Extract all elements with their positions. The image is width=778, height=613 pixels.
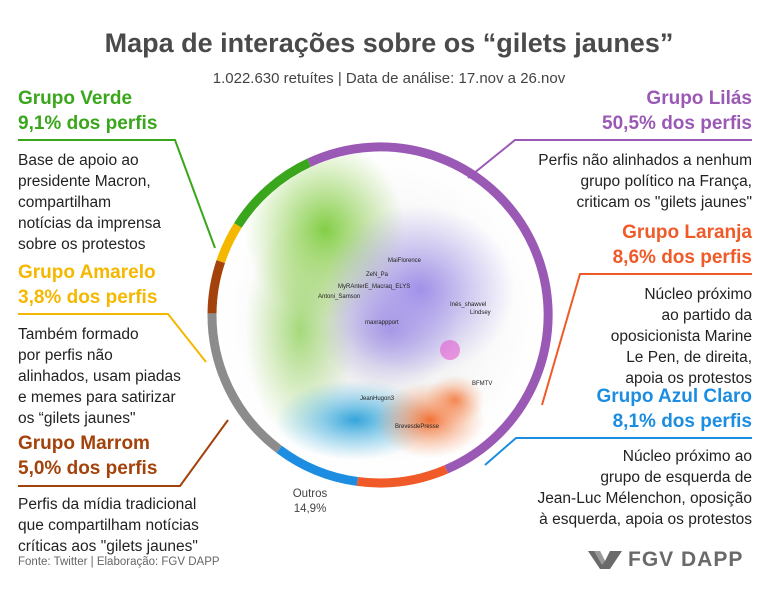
- connector-laranja: [541, 273, 752, 406]
- ring-slice-grupo-amarelo: [216, 222, 242, 264]
- outros-label: Outros: [293, 488, 328, 500]
- network-node-label: Lindsey: [470, 310, 491, 316]
- network-node-label: JeanHugon3: [360, 396, 395, 402]
- group-share-ring: [207, 142, 553, 488]
- network-node-label: maxrappport: [365, 320, 399, 326]
- group-verde-pct: 9,1% dos perfis: [18, 113, 158, 134]
- network-node-label: ZeN_Pa: [366, 272, 389, 278]
- page-title: Mapa de interações sobre os “gilets jaun…: [104, 28, 674, 58]
- network-node-label: MaiFlorence: [388, 258, 422, 264]
- outros-value: 14,9%: [294, 503, 327, 515]
- ring-slice-grupo-laranja: [356, 465, 448, 488]
- network-node-label: BFMTV: [472, 381, 492, 387]
- group-marrom-name: Grupo Marrom: [18, 433, 150, 454]
- group-verde-desc: Base de apoio ao presidente Macron, comp…: [18, 152, 162, 253]
- group-amarelo-pct: 3,8% dos perfis: [18, 287, 158, 308]
- ring-slice-grupo-lilás: [307, 142, 553, 474]
- network-visualization: MaiFlorence ZeN_Pa MyRAnterE_Macraq_ELYS An…: [217, 152, 543, 478]
- group-lilas-desc: Perfis não alinhados a nenhum grupo polí…: [538, 152, 752, 211]
- group-azul-pct: 8,1% dos perfis: [612, 411, 752, 432]
- ring-slice-grupo-azul-claro: [276, 445, 358, 486]
- group-amarelo-name: Grupo Amarelo: [18, 262, 156, 283]
- group-laranja-name: Grupo Laranja: [622, 222, 752, 243]
- group-azul-desc: Núcleo próximo ao grupo de esquerda de J…: [537, 448, 752, 528]
- connector-amarelo: [18, 313, 207, 363]
- network-node-label: BrevesdePresse: [395, 424, 440, 430]
- ring-slice-outros: [207, 313, 282, 453]
- network-node-label: MyRAnterE_Macraq_ELYS: [338, 284, 410, 290]
- source-footer: Fonte: Twitter | Elaboração: FGV DAPP: [18, 556, 220, 568]
- ring-slice-grupo-marrom: [207, 260, 226, 314]
- group-laranja-desc: Núcleo próximo ao partido da oposicionis…: [610, 286, 752, 387]
- page-subtitle: 1.022.630 retuítes | Data de análise: 17…: [212, 70, 566, 87]
- network-node-label: Inés_shawvel: [450, 302, 486, 308]
- group-marrom-pct: 5,0% dos perfis: [18, 458, 158, 479]
- group-laranja-pct: 8,6% dos perfis: [612, 247, 752, 268]
- connector-azul: [484, 437, 752, 466]
- fgv-dapp-logo: FGV DAPP: [588, 548, 743, 572]
- group-lilas-pct: 50,5% dos perfis: [602, 113, 752, 134]
- fgv-chevron-icon: [588, 551, 622, 569]
- group-marrom-desc: Perfis da mídia tradicional que comparti…: [18, 496, 199, 555]
- group-connector-lines: [18, 139, 752, 487]
- group-amarelo-desc: Também formado por perfis não alinhados,…: [18, 326, 181, 427]
- group-verde-name: Grupo Verde: [18, 88, 133, 109]
- group-lilas-name: Grupo Lilás: [646, 88, 752, 109]
- network-node-label: Antoni_Samson: [318, 294, 360, 300]
- group-azul-name: Grupo Azul Claro: [596, 386, 752, 407]
- logo-text: FGV DAPP: [628, 548, 744, 571]
- ring-slice-grupo-verde: [234, 158, 311, 228]
- connector-marrom: [18, 419, 229, 487]
- connector-lilas: [467, 139, 752, 179]
- connector-verde: [18, 139, 216, 249]
